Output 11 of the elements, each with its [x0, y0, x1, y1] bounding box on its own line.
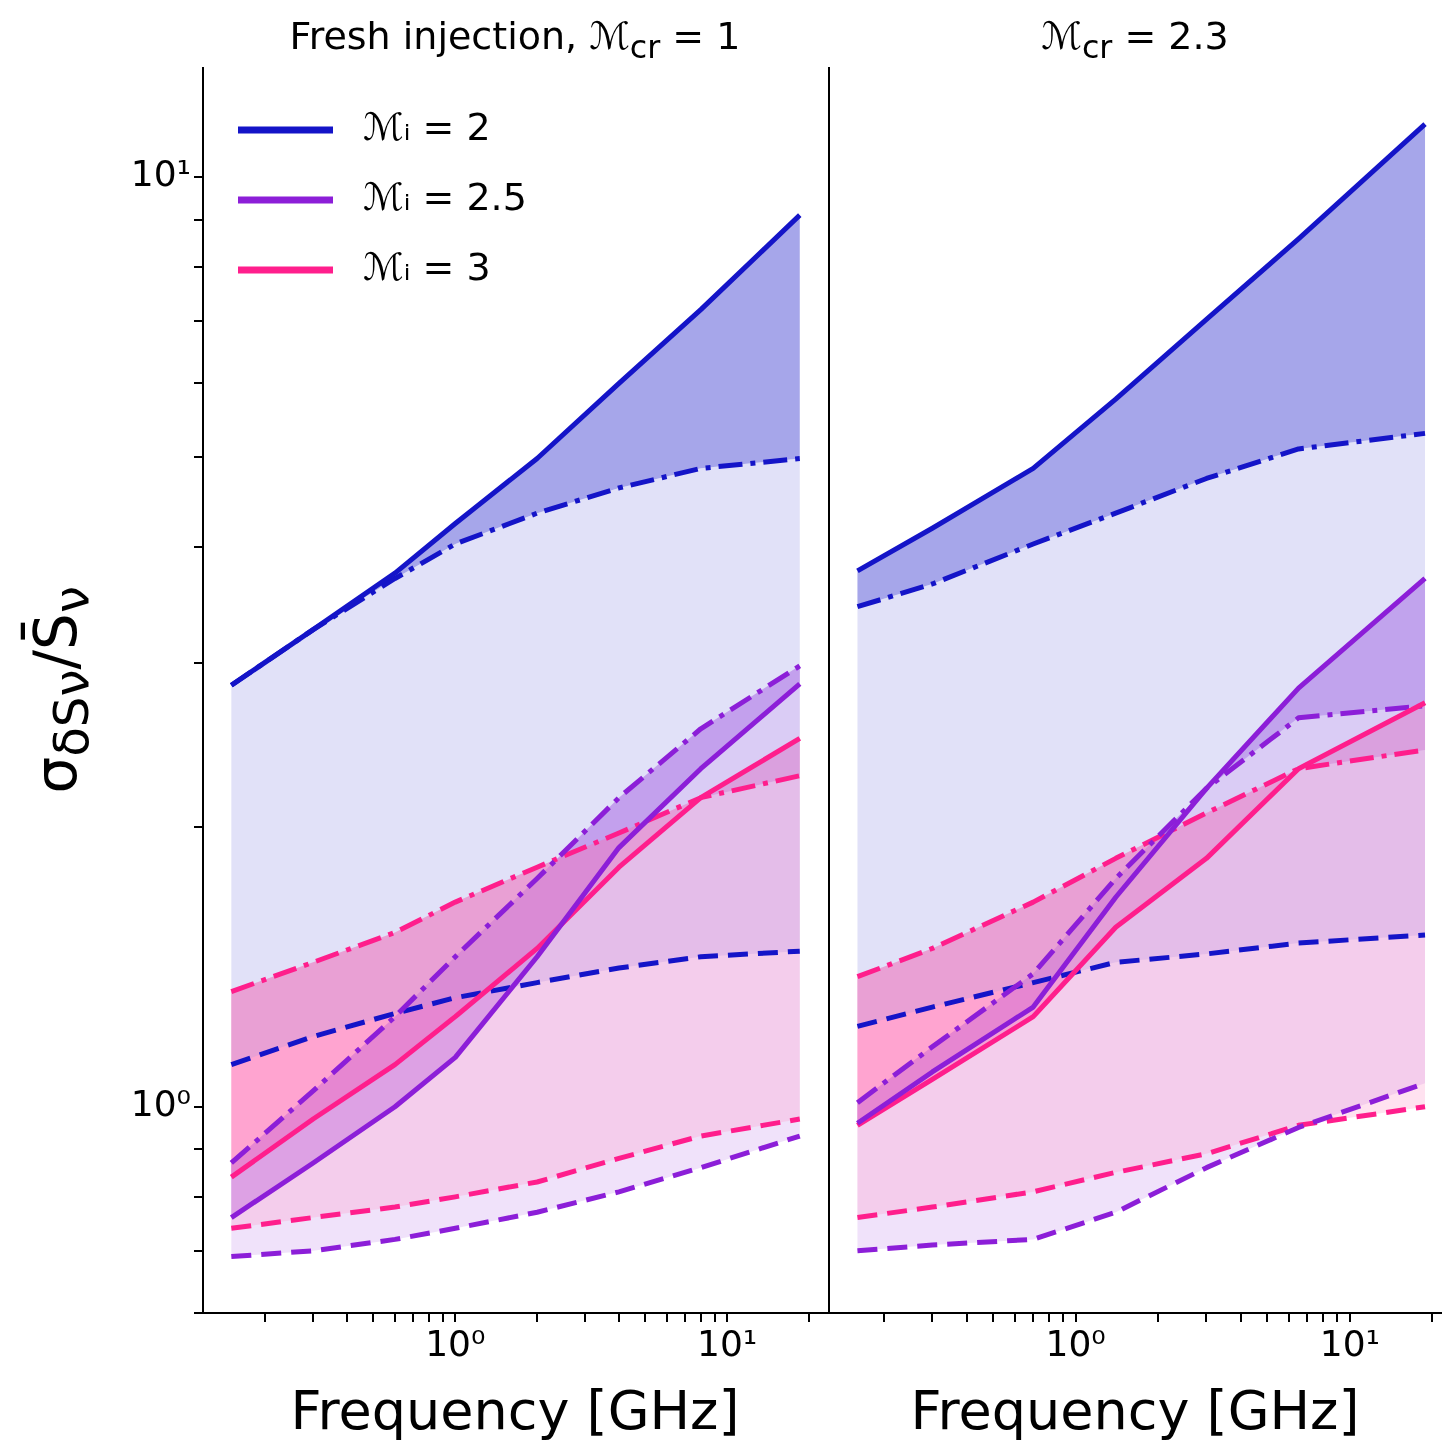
chart-title: ℳ$_{cr}$ = 2.3 — [1040, 14, 1230, 65]
legend-label: ℳᵢ = 3 — [363, 244, 491, 289]
x-axis-title: Frequency [GHz] — [910, 1378, 1360, 1442]
chart-title: Fresh injection, ℳ$_{cr}$ = 1 — [288, 14, 742, 65]
x-axis-title: Frequency [GHz] — [290, 1378, 740, 1442]
legend-label: ℳᵢ = 2.5 — [363, 174, 527, 219]
x-tick-label: 10⁰ — [425, 1322, 486, 1364]
x-tick-label: 10¹ — [1319, 1322, 1380, 1364]
x-tick-label: 10¹ — [697, 1322, 758, 1364]
x-tick-label: 10⁰ — [1045, 1322, 1106, 1364]
legend-label: ℳᵢ = 2 — [363, 104, 491, 149]
